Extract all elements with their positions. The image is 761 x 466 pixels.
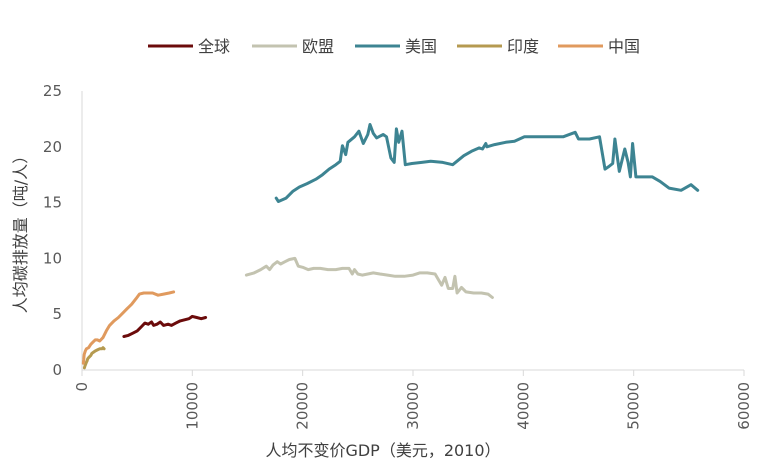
y-tick-label: 10 — [43, 249, 62, 267]
legend-label: 美国 — [405, 37, 437, 56]
legend-item: 中国 — [558, 37, 640, 56]
legend-item: 美国 — [355, 37, 437, 56]
series-layer — [81, 123, 700, 370]
series-line-0 — [122, 314, 208, 338]
y-axis-title: 人均碳排放量（吨/人） — [11, 148, 30, 313]
y-axis: 0 5 10 15 20 25 — [43, 82, 83, 379]
legend-label: 中国 — [608, 37, 640, 56]
x-axis: 0 10000 20000 30000 40000 50000 60000 — [73, 369, 753, 430]
legend: 全球 欧盟 美国 印度 中国 — [148, 37, 640, 56]
x-tick-label: 0 — [73, 382, 91, 392]
x-tick-label: 40000 — [514, 382, 532, 430]
legend-label: 印度 — [507, 37, 539, 56]
y-tick-label: 15 — [43, 194, 62, 212]
legend-item: 印度 — [457, 37, 539, 56]
y-tick-label: 20 — [43, 138, 62, 156]
legend-item: 全球 — [148, 37, 230, 56]
y-tick-label: 0 — [52, 361, 62, 379]
x-axis-title: 人均不变价GDP（美元，2010） — [265, 441, 500, 460]
x-tick-label: 30000 — [404, 382, 422, 430]
x-tick-label: 20000 — [294, 382, 312, 430]
x-tick-label: 10000 — [183, 382, 201, 430]
series-line-3 — [82, 346, 106, 370]
legend-item: 欧盟 — [252, 37, 334, 56]
legend-label: 欧盟 — [302, 37, 334, 56]
y-tick-label: 25 — [43, 82, 62, 100]
series-line-4 — [81, 290, 176, 365]
y-tick-label: 5 — [52, 305, 62, 323]
series-line-2 — [274, 123, 700, 203]
series-line-1 — [244, 256, 494, 299]
legend-label: 全球 — [198, 37, 230, 56]
x-tick-label: 60000 — [735, 382, 753, 430]
x-tick-label: 50000 — [625, 382, 643, 430]
